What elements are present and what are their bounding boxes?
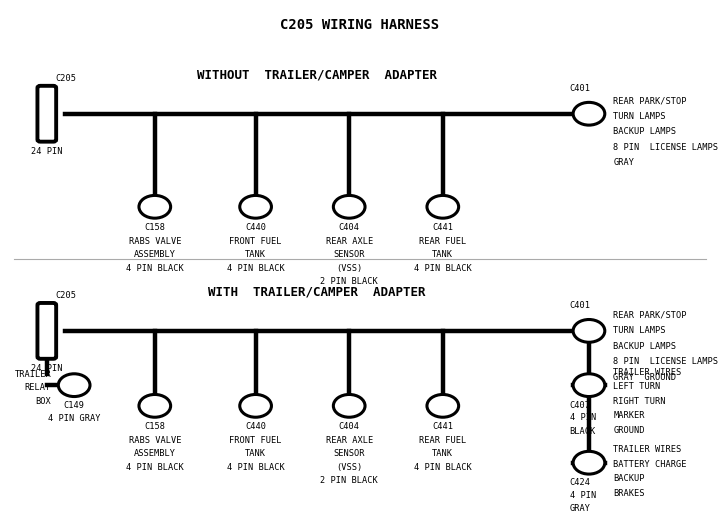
Text: C440: C440 [245,223,266,232]
FancyBboxPatch shape [37,303,56,359]
Text: SENSOR: SENSOR [333,449,365,458]
Text: BACKUP LAMPS: BACKUP LAMPS [613,127,677,136]
Text: 4 PIN BLACK: 4 PIN BLACK [227,264,284,272]
Circle shape [573,451,605,474]
Text: C205 WIRING HARNESS: C205 WIRING HARNESS [280,18,440,32]
Text: 4 PIN BLACK: 4 PIN BLACK [126,463,184,472]
Text: ASSEMBLY: ASSEMBLY [134,250,176,259]
Text: TANK: TANK [432,250,454,259]
Text: BOX: BOX [35,397,51,405]
Text: 4 PIN: 4 PIN [570,491,595,499]
Text: LEFT TURN: LEFT TURN [613,382,661,391]
Text: 4 PIN: 4 PIN [570,413,595,422]
Text: 2 PIN BLACK: 2 PIN BLACK [320,277,378,286]
Text: C440: C440 [245,422,266,431]
Text: (VSS): (VSS) [336,463,362,472]
Text: C158: C158 [144,223,166,232]
Text: 4 PIN BLACK: 4 PIN BLACK [126,264,184,272]
Text: C441: C441 [432,223,454,232]
Text: RABS VALVE: RABS VALVE [129,237,181,246]
Text: GROUND: GROUND [613,425,645,435]
Text: C404: C404 [338,223,360,232]
Text: REAR AXLE: REAR AXLE [325,237,373,246]
Text: C149: C149 [63,401,85,409]
Text: GRAY: GRAY [570,504,590,513]
Text: TANK: TANK [245,250,266,259]
FancyBboxPatch shape [37,86,56,142]
Text: WITHOUT  TRAILER/CAMPER  ADAPTER: WITHOUT TRAILER/CAMPER ADAPTER [197,68,437,82]
Text: REAR PARK/STOP: REAR PARK/STOP [613,96,687,105]
Text: REAR AXLE: REAR AXLE [325,436,373,445]
Text: TRAILER WIRES: TRAILER WIRES [613,368,682,377]
Text: C158: C158 [144,422,166,431]
Circle shape [58,374,90,397]
Text: BRAKES: BRAKES [613,489,645,498]
Text: 4 PIN BLACK: 4 PIN BLACK [414,264,472,272]
Text: GRAY  GROUND: GRAY GROUND [613,373,677,382]
Text: FRONT FUEL: FRONT FUEL [230,436,282,445]
Circle shape [333,394,365,417]
Text: BACKUP: BACKUP [613,474,645,483]
Text: C404: C404 [338,422,360,431]
Text: BLACK: BLACK [570,427,595,435]
Text: 8 PIN  LICENSE LAMPS: 8 PIN LICENSE LAMPS [613,357,719,367]
Text: TRAILER WIRES: TRAILER WIRES [613,445,682,454]
Text: (VSS): (VSS) [336,264,362,272]
Circle shape [427,195,459,218]
Text: TURN LAMPS: TURN LAMPS [613,326,666,336]
Circle shape [240,195,271,218]
Text: REAR PARK/STOP: REAR PARK/STOP [613,311,687,320]
Circle shape [333,195,365,218]
Text: BACKUP LAMPS: BACKUP LAMPS [613,342,677,351]
Text: ASSEMBLY: ASSEMBLY [134,449,176,458]
Text: RIGHT TURN: RIGHT TURN [613,397,666,406]
Text: 24 PIN: 24 PIN [31,147,63,156]
Text: C401: C401 [570,84,590,93]
Text: RELAY: RELAY [25,383,51,392]
Text: C424: C424 [570,478,590,487]
Circle shape [139,195,171,218]
Circle shape [573,374,605,397]
Text: TANK: TANK [432,449,454,458]
Circle shape [573,102,605,125]
Text: FRONT FUEL: FRONT FUEL [230,237,282,246]
Text: 4 PIN GRAY: 4 PIN GRAY [48,414,100,423]
Text: REAR FUEL: REAR FUEL [419,436,467,445]
Text: 4 PIN BLACK: 4 PIN BLACK [227,463,284,472]
Text: 24 PIN: 24 PIN [31,364,63,373]
Text: MARKER: MARKER [613,411,645,420]
Text: 2 PIN BLACK: 2 PIN BLACK [320,476,378,485]
Text: C401: C401 [570,301,590,310]
Text: TRAILER: TRAILER [14,370,51,378]
Circle shape [240,394,271,417]
Text: REAR FUEL: REAR FUEL [419,237,467,246]
Text: C441: C441 [432,422,454,431]
Text: C205: C205 [55,74,76,83]
Text: 8 PIN  LICENSE LAMPS: 8 PIN LICENSE LAMPS [613,143,719,152]
Text: GRAY: GRAY [613,158,634,168]
Text: 4 PIN BLACK: 4 PIN BLACK [414,463,472,472]
Text: SENSOR: SENSOR [333,250,365,259]
Text: TANK: TANK [245,449,266,458]
Circle shape [573,320,605,342]
Text: C205: C205 [55,291,76,300]
Circle shape [427,394,459,417]
Text: C407: C407 [570,401,590,409]
Text: WITH  TRAILER/CAMPER  ADAPTER: WITH TRAILER/CAMPER ADAPTER [208,285,426,299]
Text: RABS VALVE: RABS VALVE [129,436,181,445]
Text: TURN LAMPS: TURN LAMPS [613,112,666,121]
Text: BATTERY CHARGE: BATTERY CHARGE [613,460,687,469]
Circle shape [139,394,171,417]
